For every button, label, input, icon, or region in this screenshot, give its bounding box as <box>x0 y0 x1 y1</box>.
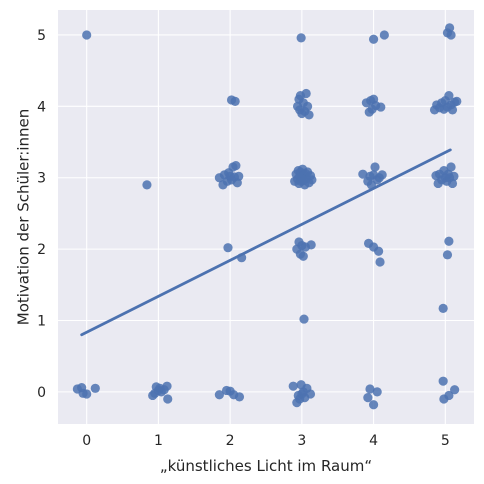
x-tick-label: 1 <box>154 433 163 449</box>
data-point <box>296 33 306 43</box>
x-tick-label: 3 <box>297 433 306 449</box>
data-point <box>438 303 448 313</box>
data-point <box>368 34 379 44</box>
data-point <box>438 376 448 386</box>
data-point <box>368 400 379 410</box>
data-point <box>162 381 172 391</box>
data-point <box>446 162 456 172</box>
data-point <box>90 383 100 393</box>
x-axis-ticks: 0 1 2 3 4 5 <box>82 433 450 449</box>
data-point <box>82 30 92 40</box>
data-point <box>214 390 224 400</box>
data-point <box>230 96 240 106</box>
data-point <box>306 240 316 250</box>
x-axis-label: „künstliches Licht im Raum“ <box>160 457 372 475</box>
grid-lines <box>58 10 474 424</box>
y-axis-label: Motivation der Schüler:innen <box>14 109 32 325</box>
x-tick-label: 4 <box>369 433 378 449</box>
data-point <box>304 110 314 120</box>
data-point <box>444 236 454 246</box>
data-point <box>449 171 459 181</box>
data-point <box>288 381 298 391</box>
data-point <box>299 314 309 324</box>
data-points <box>72 23 462 410</box>
y-tick-label: 1 <box>37 314 46 330</box>
y-tick-label: 0 <box>37 385 46 401</box>
data-point <box>82 389 92 399</box>
x-tick-label: 5 <box>441 433 450 449</box>
data-point <box>301 88 311 99</box>
data-point <box>372 387 382 397</box>
data-point <box>445 23 455 33</box>
data-point <box>223 243 233 253</box>
data-point <box>452 96 462 106</box>
data-point <box>234 171 244 181</box>
regression-line <box>80 148 452 337</box>
data-point <box>447 105 458 115</box>
data-point <box>450 385 460 395</box>
data-point <box>379 30 389 40</box>
data-point <box>231 161 241 171</box>
plot-background <box>58 10 474 424</box>
data-point <box>142 180 152 190</box>
y-tick-label: 3 <box>37 171 46 187</box>
data-point <box>305 389 316 399</box>
data-point <box>442 250 453 260</box>
data-point <box>298 251 308 261</box>
x-tick-label: 0 <box>82 433 91 449</box>
data-point <box>363 392 373 403</box>
data-point <box>444 390 454 401</box>
y-tick-label: 2 <box>37 242 46 258</box>
data-point <box>446 30 456 40</box>
data-point <box>234 392 245 402</box>
y-tick-label: 4 <box>37 99 46 115</box>
data-point <box>447 178 458 189</box>
data-point <box>377 170 387 180</box>
data-point <box>444 91 454 101</box>
data-point <box>374 246 384 256</box>
data-point <box>370 162 380 172</box>
y-tick-label: 5 <box>37 28 46 44</box>
data-point <box>365 384 375 394</box>
y-axis-ticks: 0 1 2 3 4 5 <box>37 28 46 401</box>
data-point <box>307 175 317 185</box>
data-point <box>303 101 313 111</box>
data-point <box>358 169 368 179</box>
data-point <box>163 394 173 404</box>
data-point <box>375 257 385 267</box>
x-tick-label: 2 <box>226 433 235 449</box>
data-point <box>376 102 386 112</box>
